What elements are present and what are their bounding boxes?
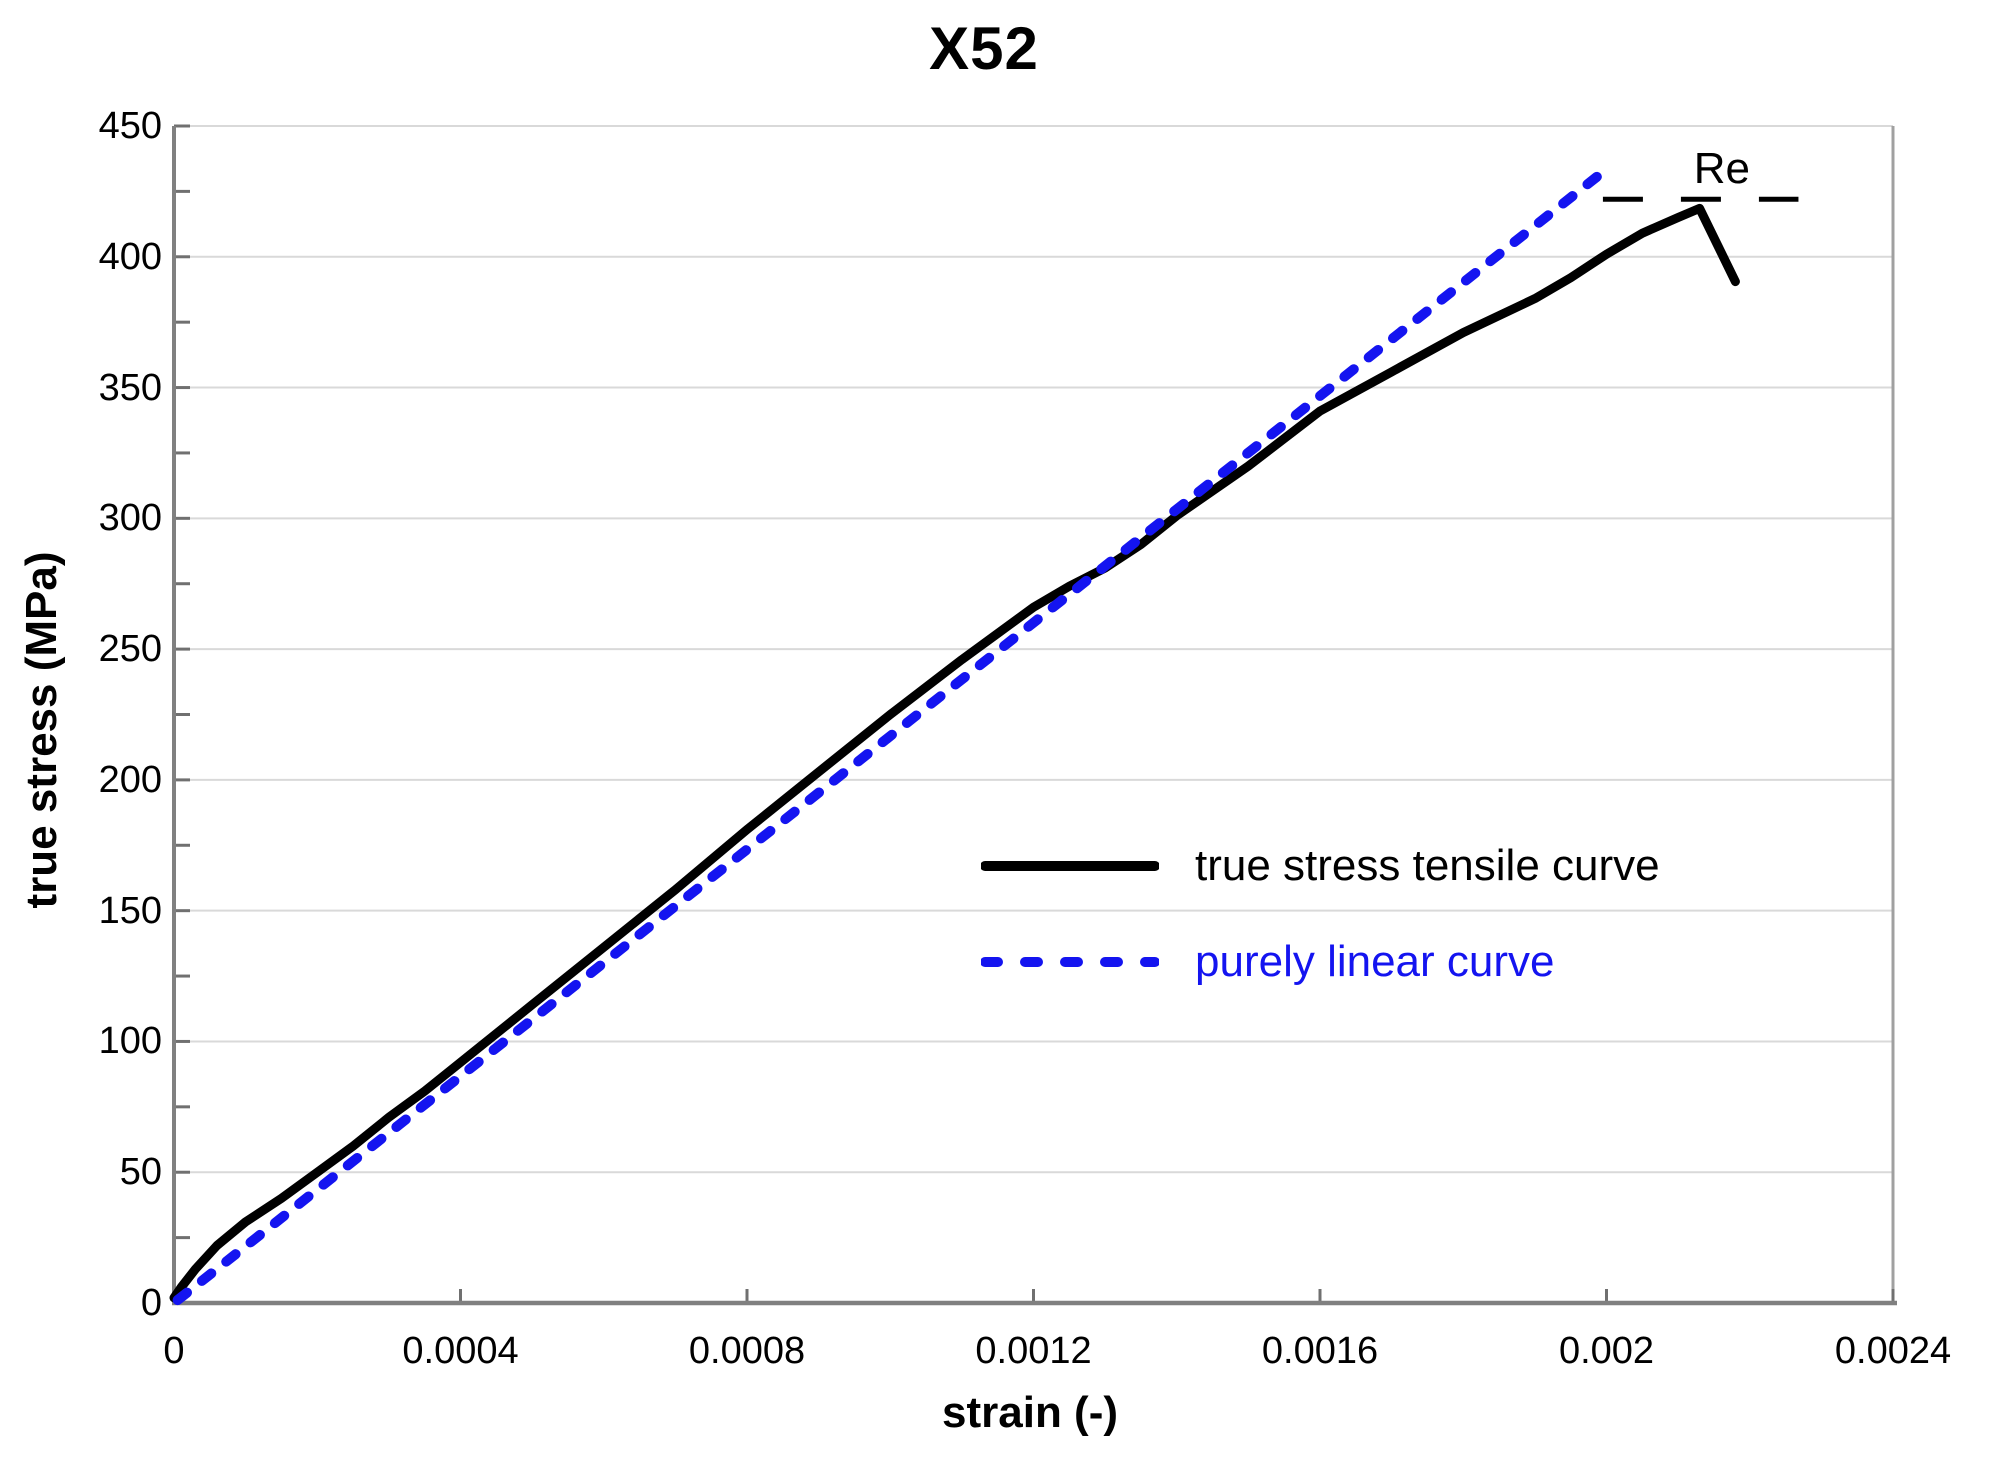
y-tick-label: 150 bbox=[98, 889, 162, 932]
legend: true stress tensile curve purely linear … bbox=[981, 832, 1660, 996]
legend-row-linear: purely linear curve bbox=[981, 928, 1660, 996]
series-purely-linear-curve bbox=[172, 164, 1612, 1306]
y-tick-label: 450 bbox=[98, 105, 162, 147]
y-tick-label: 50 bbox=[119, 1151, 162, 1194]
y-tick-label: 400 bbox=[98, 235, 162, 278]
legend-label-true-stress: true stress tensile curve bbox=[1195, 841, 1660, 890]
legend-label-linear: purely linear curve bbox=[1195, 937, 1555, 986]
y-tick-label: 300 bbox=[98, 497, 162, 540]
y-tick-label: 350 bbox=[98, 366, 162, 409]
legend-dashed-line-sample bbox=[981, 957, 1159, 967]
y-tick-label: 200 bbox=[98, 758, 162, 801]
legend-row-true-stress: true stress tensile curve bbox=[981, 832, 1660, 900]
y-tick-label: 0 bbox=[140, 1282, 162, 1324]
y-axis-title: true stress (MPa) bbox=[17, 551, 66, 909]
series-true-stress-curve bbox=[169, 203, 1740, 1303]
x-axis-title: strain (-) bbox=[942, 1388, 1118, 1437]
re-annotation-label: Re bbox=[1693, 144, 1750, 194]
x-tick-label: 0.002 bbox=[1558, 1330, 1655, 1372]
legend-solid-line-sample bbox=[981, 861, 1159, 871]
x-tick-label: 0.0016 bbox=[1261, 1330, 1379, 1372]
x-tick-label: 0 bbox=[163, 1330, 185, 1372]
y-tick-label: 250 bbox=[98, 628, 162, 671]
x-tick-label: 0.0008 bbox=[688, 1330, 806, 1372]
x-tick-label: 0.0004 bbox=[402, 1330, 519, 1372]
x-tick-label: 0.0012 bbox=[975, 1330, 1092, 1372]
x-tick-label: 0.0024 bbox=[1834, 1330, 1952, 1372]
y-tick-label: 100 bbox=[98, 1020, 162, 1063]
chart-title: X52 bbox=[929, 15, 1039, 82]
